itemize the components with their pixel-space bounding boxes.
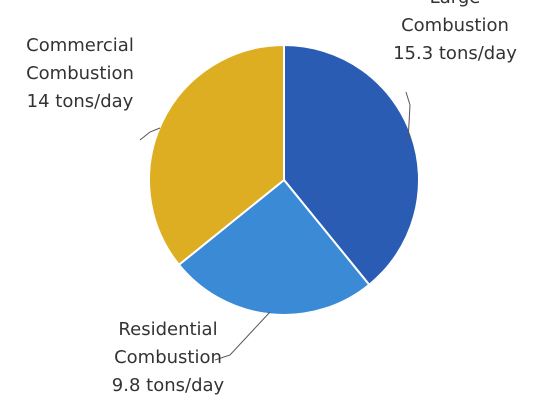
value-label: 9.8 tons/day xyxy=(111,375,225,396)
category-label: Large Combustion xyxy=(401,0,509,36)
leader-line xyxy=(214,311,271,361)
category-label: Commercial Combustion xyxy=(26,35,134,84)
pie-slice xyxy=(283,43,420,287)
pie-slice xyxy=(148,43,285,267)
leader-line xyxy=(405,91,411,143)
slice-label: Commercial Combustion 14 tons/day xyxy=(5,32,155,116)
category-label: Residential Combustion xyxy=(114,319,222,368)
value-label: 15.3 tons/day xyxy=(393,43,517,64)
slice-label: Residential Combustion 9.8 tons/day xyxy=(93,316,243,400)
value-label: 14 tons/day xyxy=(26,91,134,112)
pie-slice xyxy=(177,178,371,316)
leader-line xyxy=(139,127,161,141)
slice-label: Large Combustion 15.3 tons/day xyxy=(380,0,530,68)
